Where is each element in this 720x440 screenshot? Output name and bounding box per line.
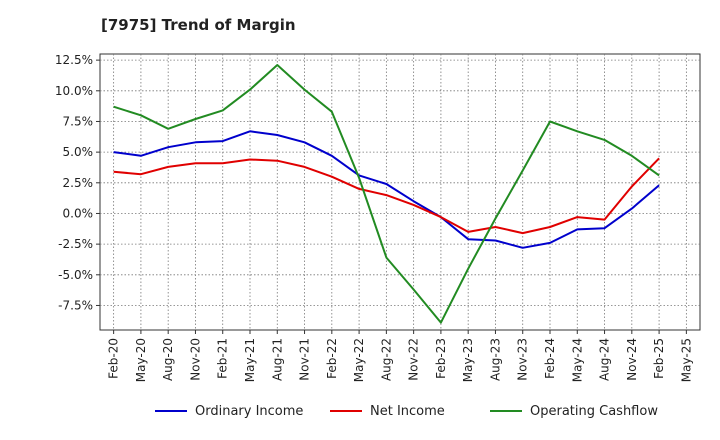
x-tick-label: Nov-22: [407, 338, 421, 381]
x-tick-label: Feb-25: [652, 338, 666, 379]
y-axis: 12.5% 10.0% 7.5% 5.0% 2.5% 0.0% -2.5% -5.0% -7.5…: [55, 53, 100, 312]
legend-item: Operating Cashflow: [490, 404, 658, 419]
x-tick-label: Feb-23: [434, 338, 448, 379]
x-tick-label: May-20: [134, 338, 148, 382]
y-tick-label: -2.5%: [58, 237, 93, 251]
plot-area: [99, 53, 701, 331]
x-tick-label: Feb-24: [543, 338, 557, 379]
y-tick-label: 0.0%: [63, 206, 94, 220]
x-tick-label: Feb-20: [107, 338, 121, 379]
x-tick-label: May-25: [679, 338, 693, 382]
x-tick-label: Feb-21: [216, 338, 230, 379]
legend-label: Operating Cashflow: [530, 404, 658, 419]
x-tick-label: Aug-20: [161, 338, 175, 381]
x-tick-label: Nov-24: [625, 338, 639, 381]
x-tick-label: Aug-22: [379, 338, 393, 381]
x-tick-label: Aug-21: [270, 338, 284, 381]
legend-item: Net Income: [330, 404, 445, 419]
x-tick-label: Nov-20: [188, 338, 202, 381]
legend-label: Net Income: [370, 404, 445, 419]
legend-item: Ordinary Income: [155, 404, 303, 419]
y-tick-label: -7.5%: [58, 298, 93, 312]
y-tick-label: 2.5%: [63, 176, 94, 190]
series-lines: [113, 64, 660, 324]
y-tick-label: 12.5%: [55, 53, 93, 67]
chart-title: [7975] Trend of Margin: [101, 16, 296, 34]
legend: Ordinary Income Net Income Operating Cashf…: [155, 404, 658, 419]
x-tick-label: Feb-22: [325, 338, 339, 379]
x-tick-label: May-24: [570, 338, 584, 382]
x-tick-label: Aug-24: [598, 338, 612, 381]
x-tick-label: Nov-23: [516, 338, 530, 381]
x-tick-label: May-21: [243, 338, 257, 382]
series-line-ordinary-income: [113, 130, 660, 249]
series-line-net-income: [113, 157, 660, 235]
x-axis: Feb-20 May-20 Aug-20 Nov-20 Feb-21 May-21 Aug-…: [107, 330, 693, 382]
x-tick-label: Aug-23: [488, 338, 502, 381]
legend-label: Ordinary Income: [195, 404, 303, 419]
series-line-operating-cashflow: [113, 64, 660, 324]
x-tick-label: May-23: [461, 338, 475, 382]
x-tick-label: Nov-21: [298, 338, 312, 381]
y-tick-label: 5.0%: [63, 145, 94, 159]
x-tick-label: May-22: [352, 338, 366, 382]
grid-lines: [100, 54, 700, 330]
y-tick-label: -5.0%: [58, 268, 93, 282]
y-tick-label: 7.5%: [63, 114, 94, 128]
y-tick-label: 10.0%: [55, 84, 93, 98]
